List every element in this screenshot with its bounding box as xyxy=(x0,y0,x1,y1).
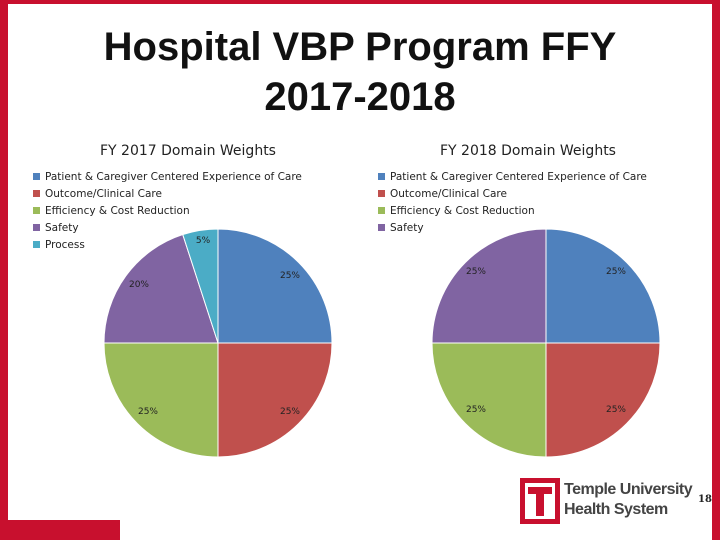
legend-swatch xyxy=(33,224,40,231)
legend-label: Efficiency & Cost Reduction xyxy=(45,204,190,217)
pie-slice xyxy=(103,342,219,458)
pie-slice xyxy=(431,342,547,458)
legend-swatch xyxy=(378,207,385,214)
left-accent-bar xyxy=(0,0,8,540)
pie-slice xyxy=(545,228,661,344)
legend-label: Patient & Caregiver Centered Experience … xyxy=(390,170,647,183)
fy2017-legend: Patient & Caregiver Centered Experience … xyxy=(33,168,302,253)
page-number: 18 xyxy=(698,494,712,505)
pie-slice xyxy=(182,228,219,344)
legend-swatch xyxy=(33,190,40,197)
legend-label: Efficiency & Cost Reduction xyxy=(390,204,535,217)
legend-swatch xyxy=(378,224,385,231)
legend-label: Safety xyxy=(390,221,424,234)
logo-wordmark: Temple University Health System xyxy=(564,480,693,520)
fy2017-chart-title: FY 2017 Domain Weights xyxy=(100,143,276,159)
legend-swatch xyxy=(378,190,385,197)
legend-swatch xyxy=(378,173,385,180)
fy2018-legend-item: Safety xyxy=(378,219,647,236)
pie-data-label: 25% xyxy=(280,407,300,417)
legend-swatch xyxy=(33,241,40,248)
slide-title-line-2: 2017-2018 xyxy=(264,75,456,119)
fy2018-legend-item: Efficiency & Cost Reduction xyxy=(378,202,647,219)
fy2017-legend-item: Process xyxy=(33,236,302,253)
pie-data-label: 25% xyxy=(466,405,486,415)
fy2017-pie-chart: 25% 25% 25% 20% 5% xyxy=(103,228,333,458)
fy2018-legend-item: Outcome/Clinical Care xyxy=(378,185,647,202)
pie-slice xyxy=(431,228,547,344)
legend-label: Outcome/Clinical Care xyxy=(45,187,162,200)
temple-health-logo: Temple University Health System xyxy=(520,478,693,524)
fy2017-legend-item: Safety xyxy=(33,219,302,236)
pie-data-label: 25% xyxy=(606,267,626,277)
legend-swatch xyxy=(33,173,40,180)
legend-label: Patient & Caregiver Centered Experience … xyxy=(45,170,302,183)
pie-slice xyxy=(103,233,219,344)
logo-line-1: Temple University xyxy=(564,481,693,498)
fy2017-legend-item: Outcome/Clinical Care xyxy=(33,185,302,202)
pie-data-label: 20% xyxy=(129,280,149,290)
pie-slice xyxy=(217,228,333,344)
pie-data-label: 25% xyxy=(280,271,300,281)
slide-title-line-1: Hospital VBP Program FFY xyxy=(103,25,617,69)
legend-swatch xyxy=(33,207,40,214)
legend-label: Outcome/Clinical Care xyxy=(390,187,507,200)
logo-line-2: Health System xyxy=(564,501,668,518)
fy2017-legend-item: Efficiency & Cost Reduction xyxy=(33,202,302,219)
fy2018-legend-item: Patient & Caregiver Centered Experience … xyxy=(378,168,647,185)
pie-data-label: 25% xyxy=(606,405,626,415)
slide-title: Hospital VBP Program FFY 2017-2018 xyxy=(40,22,680,122)
bottom-accent-bar xyxy=(0,520,120,540)
fy2017-legend-item: Patient & Caregiver Centered Experience … xyxy=(33,168,302,185)
pie-data-label: 25% xyxy=(466,267,486,277)
legend-label: Safety xyxy=(45,221,79,234)
legend-label: Process xyxy=(45,238,85,251)
pie-data-label: 5% xyxy=(196,236,211,246)
pie-data-label: 25% xyxy=(138,407,158,417)
fy2018-legend: Patient & Caregiver Centered Experience … xyxy=(378,168,647,236)
fy2018-pie-chart: 25% 25% 25% 25% xyxy=(431,228,661,458)
pie-slice xyxy=(545,342,661,458)
right-accent-bar xyxy=(712,0,720,540)
fy2018-chart-title: FY 2018 Domain Weights xyxy=(440,143,616,159)
top-accent-bar xyxy=(0,0,720,4)
temple-t-icon xyxy=(520,478,560,524)
pie-slice xyxy=(217,342,333,458)
